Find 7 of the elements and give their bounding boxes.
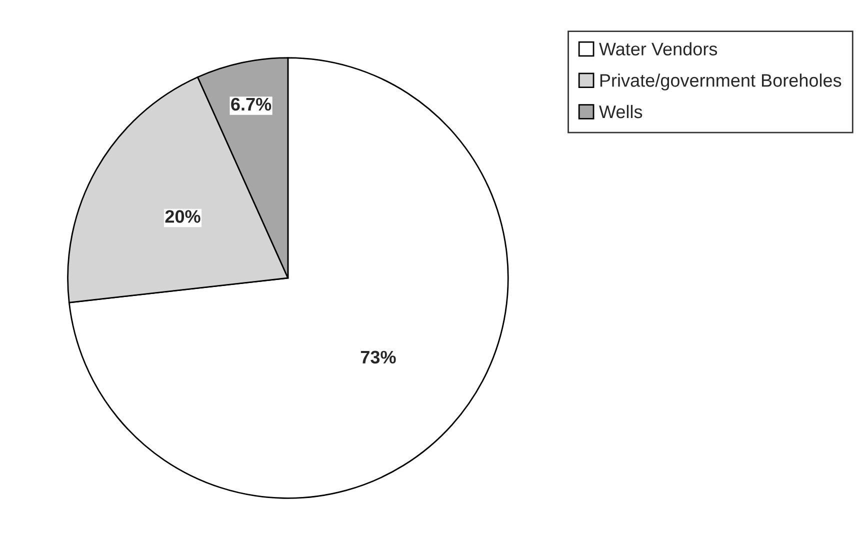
pie-slice — [68, 57, 509, 499]
legend-label: Wells — [599, 104, 642, 118]
data-label: 20% — [165, 210, 200, 223]
data-label: 73% — [360, 350, 396, 364]
legend-label: Private/government Boreholes — [600, 74, 842, 90]
data-label: 6.7% — [231, 98, 272, 111]
legend-label: Water Vendors — [599, 42, 718, 56]
